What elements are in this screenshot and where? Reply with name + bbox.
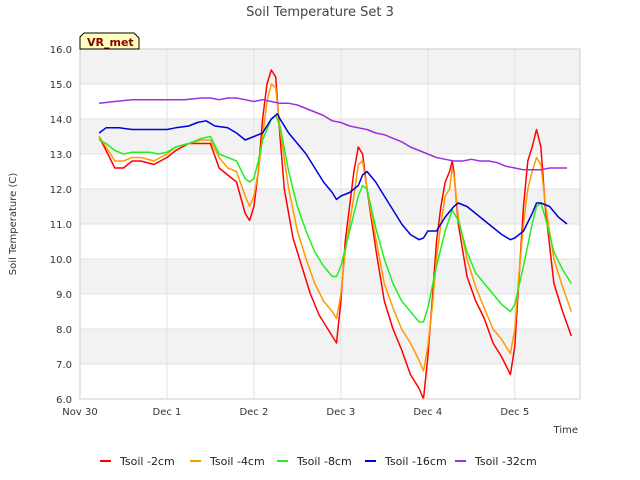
legend-label: Tsoil -2cm: [119, 455, 175, 468]
x-tick-label: Nov 30: [62, 407, 97, 418]
plot-band: [80, 189, 580, 224]
legend: Tsoil -2cm Tsoil -4cm Tsoil -8cm Tsoil -16c…: [100, 455, 537, 468]
badge-shape: [79, 32, 140, 50]
x-tick-label: Dec 2: [239, 407, 268, 418]
plot-band: [80, 154, 580, 189]
x-axis-label: Time: [553, 425, 578, 436]
legend-label: Tsoil -32cm: [474, 455, 537, 468]
y-tick-label: 14.0: [50, 115, 72, 126]
plot-band: [80, 49, 580, 84]
x-tick-label: Dec 5: [500, 407, 529, 418]
plot-band: [80, 364, 580, 399]
plot-band: [80, 294, 580, 329]
series-line: [98, 69, 573, 400]
legend-label: Tsoil -8cm: [296, 455, 352, 468]
plot-frame: [79, 48, 581, 400]
plot-band: [80, 224, 580, 259]
y-tick-label: 7.0: [56, 360, 72, 371]
x-tick-label: Dec 3: [326, 407, 355, 418]
y-tick-label: 11.0: [50, 220, 72, 231]
y-tick-label: 6.0: [56, 395, 72, 406]
series-line: [98, 114, 572, 323]
legend-label: Tsoil -4cm: [209, 455, 265, 468]
y-tick-label: 9.0: [56, 290, 72, 301]
y-tick-label: 15.0: [50, 80, 72, 91]
y-tick-label: 13.0: [50, 150, 72, 161]
plot-band: [80, 119, 580, 154]
y-tick-label: 16.0: [50, 45, 72, 56]
plot-band: [80, 259, 580, 294]
y-tick-label: 10.0: [50, 255, 72, 266]
plot-band: [80, 84, 580, 119]
y-axis-label: Soil Temperature (C): [8, 173, 19, 276]
chart-title: Soil Temperature Set 3: [246, 5, 394, 20]
y-tick-label: 12.0: [50, 185, 72, 196]
x-tick-label: Dec 1: [153, 407, 182, 418]
x-axis-ticks: Nov 30 Dec 1 Dec 2 Dec 3 Dec 4 Dec 5: [62, 407, 529, 418]
series-lines: [98, 69, 573, 400]
series-line: [98, 113, 568, 241]
plot-background: [80, 49, 580, 399]
plot-band: [80, 329, 580, 364]
station-badge: VR_met: [79, 32, 140, 50]
series-line: [99, 97, 567, 171]
y-axis-ticks: 6.0 7.0 8.0 9.0 10.0 11.0 12.0 13.0 14.0 15.0 16.0: [50, 45, 72, 406]
legend-label: Tsoil -16cm: [384, 455, 447, 468]
x-tick-label: Dec 4: [413, 407, 442, 418]
badge-label: VR_met: [87, 36, 134, 49]
series-line: [98, 83, 573, 372]
y-tick-label: 8.0: [56, 325, 72, 336]
